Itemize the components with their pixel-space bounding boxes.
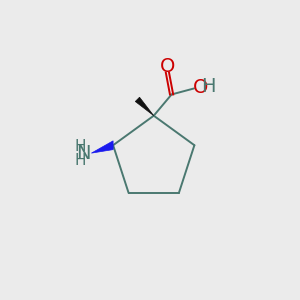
Text: O: O — [160, 56, 175, 76]
Text: H: H — [201, 77, 215, 96]
Text: O: O — [193, 78, 208, 97]
Text: H: H — [75, 153, 86, 168]
Polygon shape — [92, 141, 113, 153]
Text: N: N — [76, 144, 91, 163]
Polygon shape — [135, 97, 154, 116]
Text: H: H — [75, 139, 86, 154]
